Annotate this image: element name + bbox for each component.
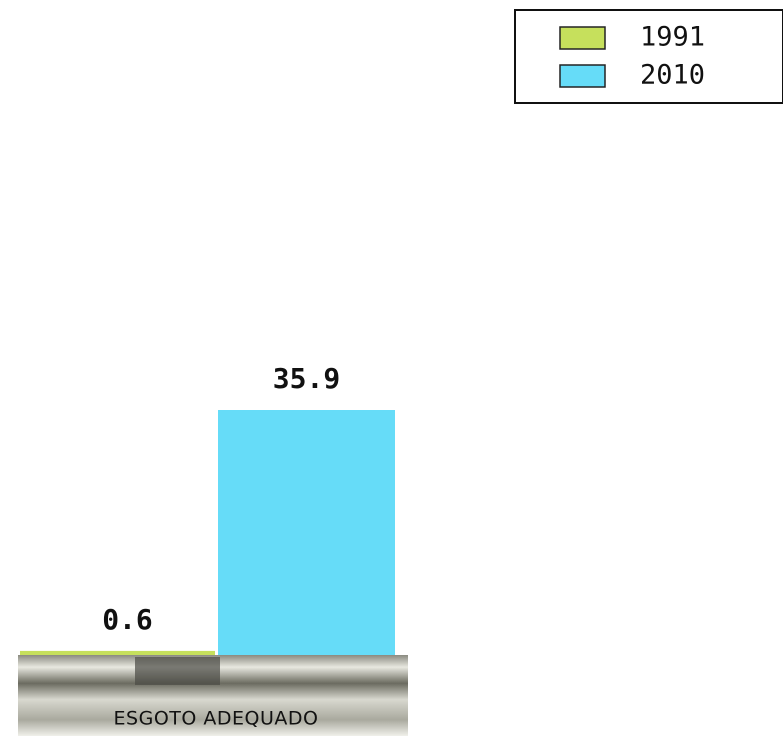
legend-swatch [559, 26, 606, 50]
bar [20, 650, 215, 655]
legend-label: 1991 [640, 22, 705, 53]
category-label: ESGOTO ADEQUADO [114, 708, 319, 730]
value-label: 35.9 [273, 362, 340, 395]
legend-label: 2010 [640, 60, 705, 91]
legend-swatch [559, 64, 606, 88]
value-label: 0.6 [102, 603, 153, 636]
bar [218, 410, 395, 655]
base-shadow [135, 657, 220, 685]
